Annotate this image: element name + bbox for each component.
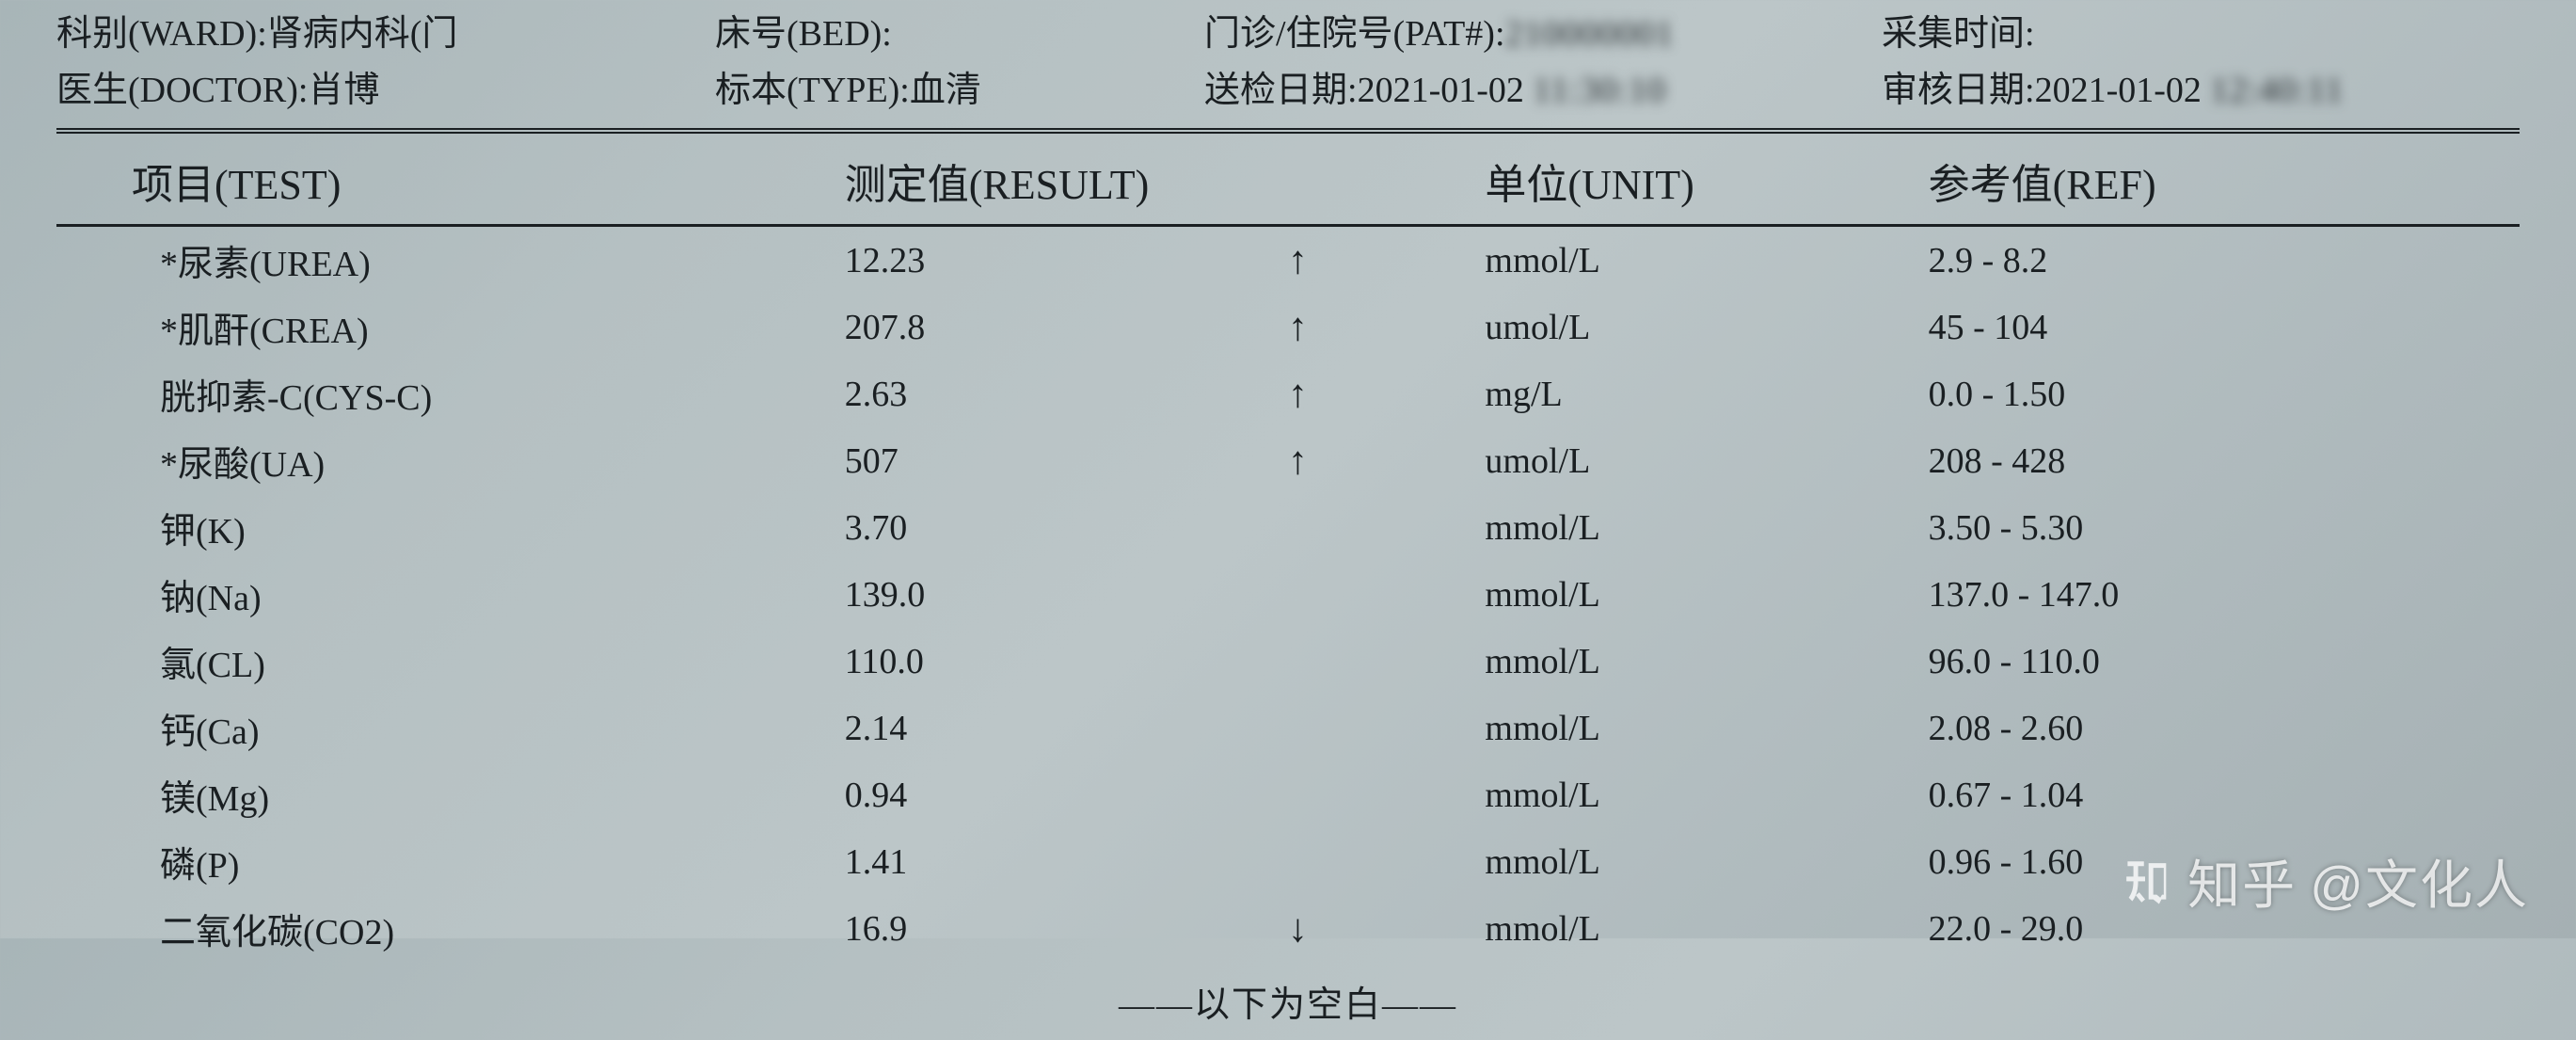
review-label: 审核日期: (1882, 71, 2035, 110)
cell-unit: mmol/L (1485, 828, 1928, 895)
cell-test: 钠(Na) (56, 561, 845, 628)
cell-arrow (1288, 695, 1485, 761)
table-row: 钙(Ca)2.14 mmol/L2.08 - 2.60 (56, 695, 2520, 761)
cell-ref: 208 - 428 (1929, 427, 2520, 494)
cell-result: 16.9 (845, 895, 1288, 962)
col-header-test: 项目(TEST) (56, 134, 845, 226)
bed-label: 床号(BED): (715, 14, 892, 54)
pat-value: 210000001 (1505, 14, 1675, 54)
cell-result: 207.8 (845, 294, 1288, 360)
col-header-arrow (1288, 134, 1485, 226)
table-row: 钾(K)3.70 mmol/L3.50 - 5.30 (56, 494, 2520, 561)
type-label: 标本(TYPE): (715, 71, 910, 110)
col-header-unit: 单位(UNIT) (1485, 134, 1928, 226)
cell-result: 507 (845, 427, 1288, 494)
ward-value: 肾病内科(门 (267, 14, 458, 54)
cell-arrow (1288, 561, 1485, 628)
cell-result: 2.63 (845, 360, 1288, 427)
cell-test: 镁(Mg) (56, 761, 845, 828)
watermark-brand: 知乎 (2187, 843, 2297, 920)
cell-arrow: ↑ (1288, 360, 1485, 427)
cell-unit: umol/L (1485, 427, 1928, 494)
cell-unit: mmol/L (1485, 494, 1928, 561)
cell-arrow: ↑ (1288, 427, 1485, 494)
doctor-value: 肖博 (308, 71, 379, 110)
cell-ref: 3.50 - 5.30 (1929, 494, 2520, 561)
cell-arrow (1288, 828, 1485, 895)
cell-ref: 45 - 104 (1929, 294, 2520, 360)
review-value: 2021-01-02 (2035, 71, 2211, 110)
cell-test: 氯(CL) (56, 628, 845, 695)
cell-unit: umol/L (1485, 294, 1928, 360)
table-row: 钠(Na)139.0 mmol/L137.0 - 147.0 (56, 561, 2520, 628)
cell-ref: 96.0 - 110.0 (1929, 628, 2520, 695)
watermark-author: @文化人 (2310, 843, 2529, 920)
cell-result: 139.0 (845, 561, 1288, 628)
review-value-time: 12:40:11 (2210, 71, 2344, 110)
cell-result: 0.94 (845, 761, 1288, 828)
table-row: 镁(Mg)0.94 mmol/L0.67 - 1.04 (56, 761, 2520, 828)
col-header-ref: 参考值(REF) (1929, 134, 2520, 226)
type-value: 血清 (910, 71, 981, 110)
cell-arrow: ↓ (1288, 895, 1485, 962)
cell-result: 3.70 (845, 494, 1288, 561)
pat-label: 门诊/住院号(PAT#): (1204, 14, 1505, 54)
send-value: 2021-01-02 (1358, 71, 1534, 110)
col-header-result: 测定值(RESULT) (845, 134, 1288, 226)
cell-test: *肌酐(CREA) (56, 294, 845, 360)
cell-result: 1.41 (845, 828, 1288, 895)
table-row: *尿酸(UA)507↑umol/L208 - 428 (56, 427, 2520, 494)
cell-ref: 2.08 - 2.60 (1929, 695, 2520, 761)
cell-arrow: ↑ (1288, 294, 1485, 360)
table-row: *尿素(UREA)12.23↑mmol/L2.9 - 8.2 (56, 226, 2520, 295)
cell-ref: 0.0 - 1.50 (1929, 360, 2520, 427)
cell-arrow (1288, 628, 1485, 695)
footer-blank: ——以下为空白—— (56, 962, 2520, 1040)
cell-test: 钙(Ca) (56, 695, 845, 761)
zhihu-icon (2116, 853, 2174, 911)
cell-result: 2.14 (845, 695, 1288, 761)
ward-label: 科别(WARD): (56, 14, 267, 54)
cell-unit: mmol/L (1485, 895, 1928, 962)
table-row: 胱抑素-C(CYS-C)2.63↑mg/L0.0 - 1.50 (56, 360, 2520, 427)
cell-test: 二氧化碳(CO2) (56, 895, 845, 962)
table-row: 氯(CL)110.0 mmol/L96.0 - 110.0 (56, 628, 2520, 695)
cell-arrow (1288, 494, 1485, 561)
cell-result: 12.23 (845, 226, 1288, 295)
results-table: 项目(TEST) 测定值(RESULT) 单位(UNIT) 参考值(REF) *… (56, 134, 2520, 962)
cell-result: 110.0 (845, 628, 1288, 695)
cell-ref: 2.9 - 8.2 (1929, 226, 2520, 295)
watermark: 知乎 @文化人 (2116, 843, 2529, 920)
cell-unit: mmol/L (1485, 628, 1928, 695)
cell-test: 钾(K) (56, 494, 845, 561)
cell-arrow (1288, 761, 1485, 828)
cell-unit: mmol/L (1485, 226, 1928, 295)
cell-unit: mg/L (1485, 360, 1928, 427)
send-label: 送检日期: (1204, 71, 1358, 110)
table-row: *肌酐(CREA)207.8↑umol/L45 - 104 (56, 294, 2520, 360)
cell-ref: 0.67 - 1.04 (1929, 761, 2520, 828)
cell-unit: mmol/L (1485, 695, 1928, 761)
collect-label: 采集时间: (1882, 14, 2035, 54)
cell-test: 磷(P) (56, 828, 845, 895)
cell-unit: mmol/L (1485, 761, 1928, 828)
report-header: 科别(WARD):肾病内科(门 床号(BED): 门诊/住院号(PAT#):21… (56, 0, 2520, 119)
cell-arrow: ↑ (1288, 226, 1485, 295)
send-value-time: 11:30:10 (1533, 71, 1666, 110)
cell-test: 胱抑素-C(CYS-C) (56, 360, 845, 427)
cell-test: *尿素(UREA) (56, 226, 845, 295)
cell-test: *尿酸(UA) (56, 427, 845, 494)
cell-ref: 137.0 - 147.0 (1929, 561, 2520, 628)
doctor-label: 医生(DOCTOR): (56, 71, 308, 110)
cell-unit: mmol/L (1485, 561, 1928, 628)
